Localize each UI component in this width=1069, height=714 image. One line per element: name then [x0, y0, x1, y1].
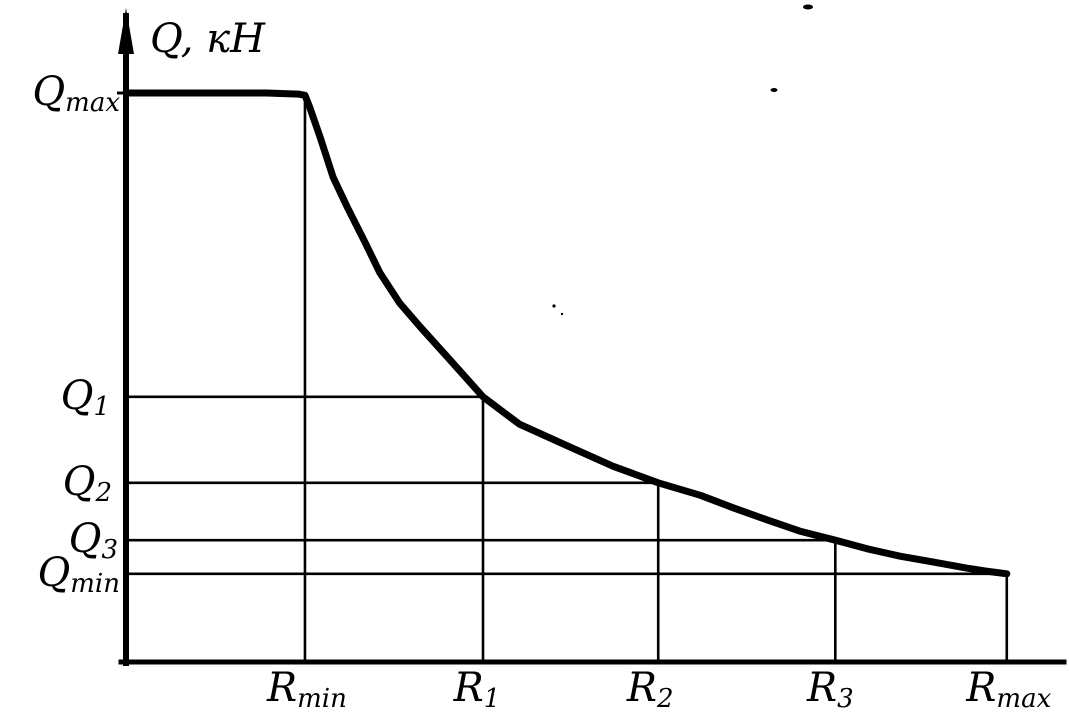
y-axis-title: Q, кН: [150, 16, 266, 62]
x-tick-label-rmin: Rmin: [266, 665, 347, 714]
load-curve: [122, 89, 1011, 578]
scan-speck: [803, 4, 813, 10]
guide-lines: [126, 93, 1009, 662]
scan-speck: [552, 304, 556, 308]
y-tick-label-q1: Q1: [61, 373, 110, 422]
x-tick-label-r1: R1: [453, 665, 501, 714]
y-tick-label-q3: Q3: [69, 516, 118, 565]
x-tick-label-r2: R2: [626, 665, 674, 714]
y-tick-label-qmin: Qmin: [37, 550, 120, 599]
x-tick-label-rmax: Rmax: [965, 665, 1051, 714]
scan-speck: [560, 312, 564, 316]
y-axis-arrowhead-icon: [118, 8, 134, 54]
y-tick-label-q2: Q2: [63, 459, 112, 508]
scan-speck: [770, 88, 778, 92]
x-tick-label-r3: R3: [806, 665, 854, 714]
y-tick-label-qmax: Qmax: [32, 69, 120, 118]
